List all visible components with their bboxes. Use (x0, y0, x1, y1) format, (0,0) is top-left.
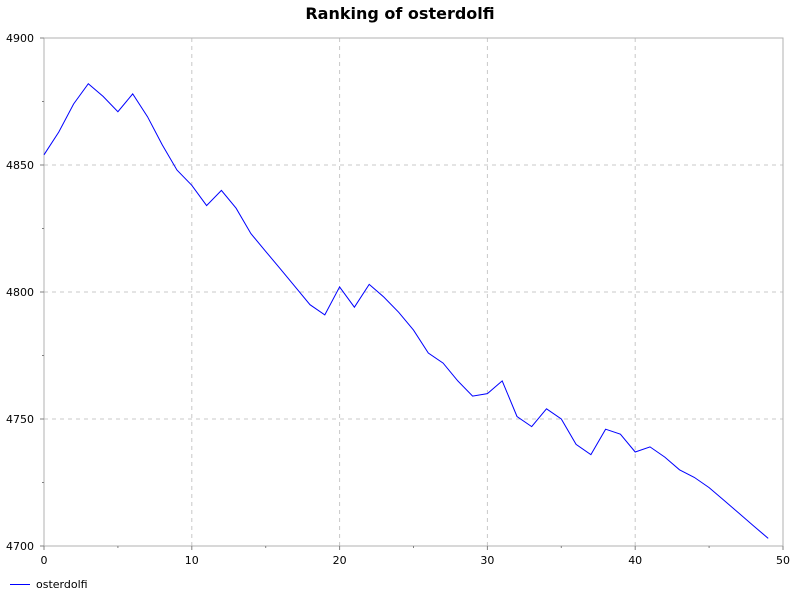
x-tick-label: 30 (480, 554, 494, 567)
y-tick-label: 4750 (6, 413, 34, 426)
x-tick-label: 50 (776, 554, 790, 567)
x-tick-label: 0 (41, 554, 48, 567)
x-tick-label: 10 (185, 554, 199, 567)
y-tick-label: 4900 (6, 32, 34, 45)
y-tick-label: 4800 (6, 286, 34, 299)
legend: osterdolfi (10, 576, 88, 592)
axes-layer: 0 10 20 30 40 50 4700 4750 4800 4850 4900 (6, 32, 790, 567)
series-layer (44, 84, 768, 539)
legend-label: osterdolfi (36, 578, 88, 591)
x-tick-label: 40 (628, 554, 642, 567)
series-line-osterdolfi (44, 84, 768, 539)
x-tick-label: 20 (333, 554, 347, 567)
grid-layer (44, 38, 783, 546)
y-tick-label: 4850 (6, 159, 34, 172)
y-tick-label: 4700 (6, 540, 34, 553)
legend-swatch (10, 584, 30, 585)
